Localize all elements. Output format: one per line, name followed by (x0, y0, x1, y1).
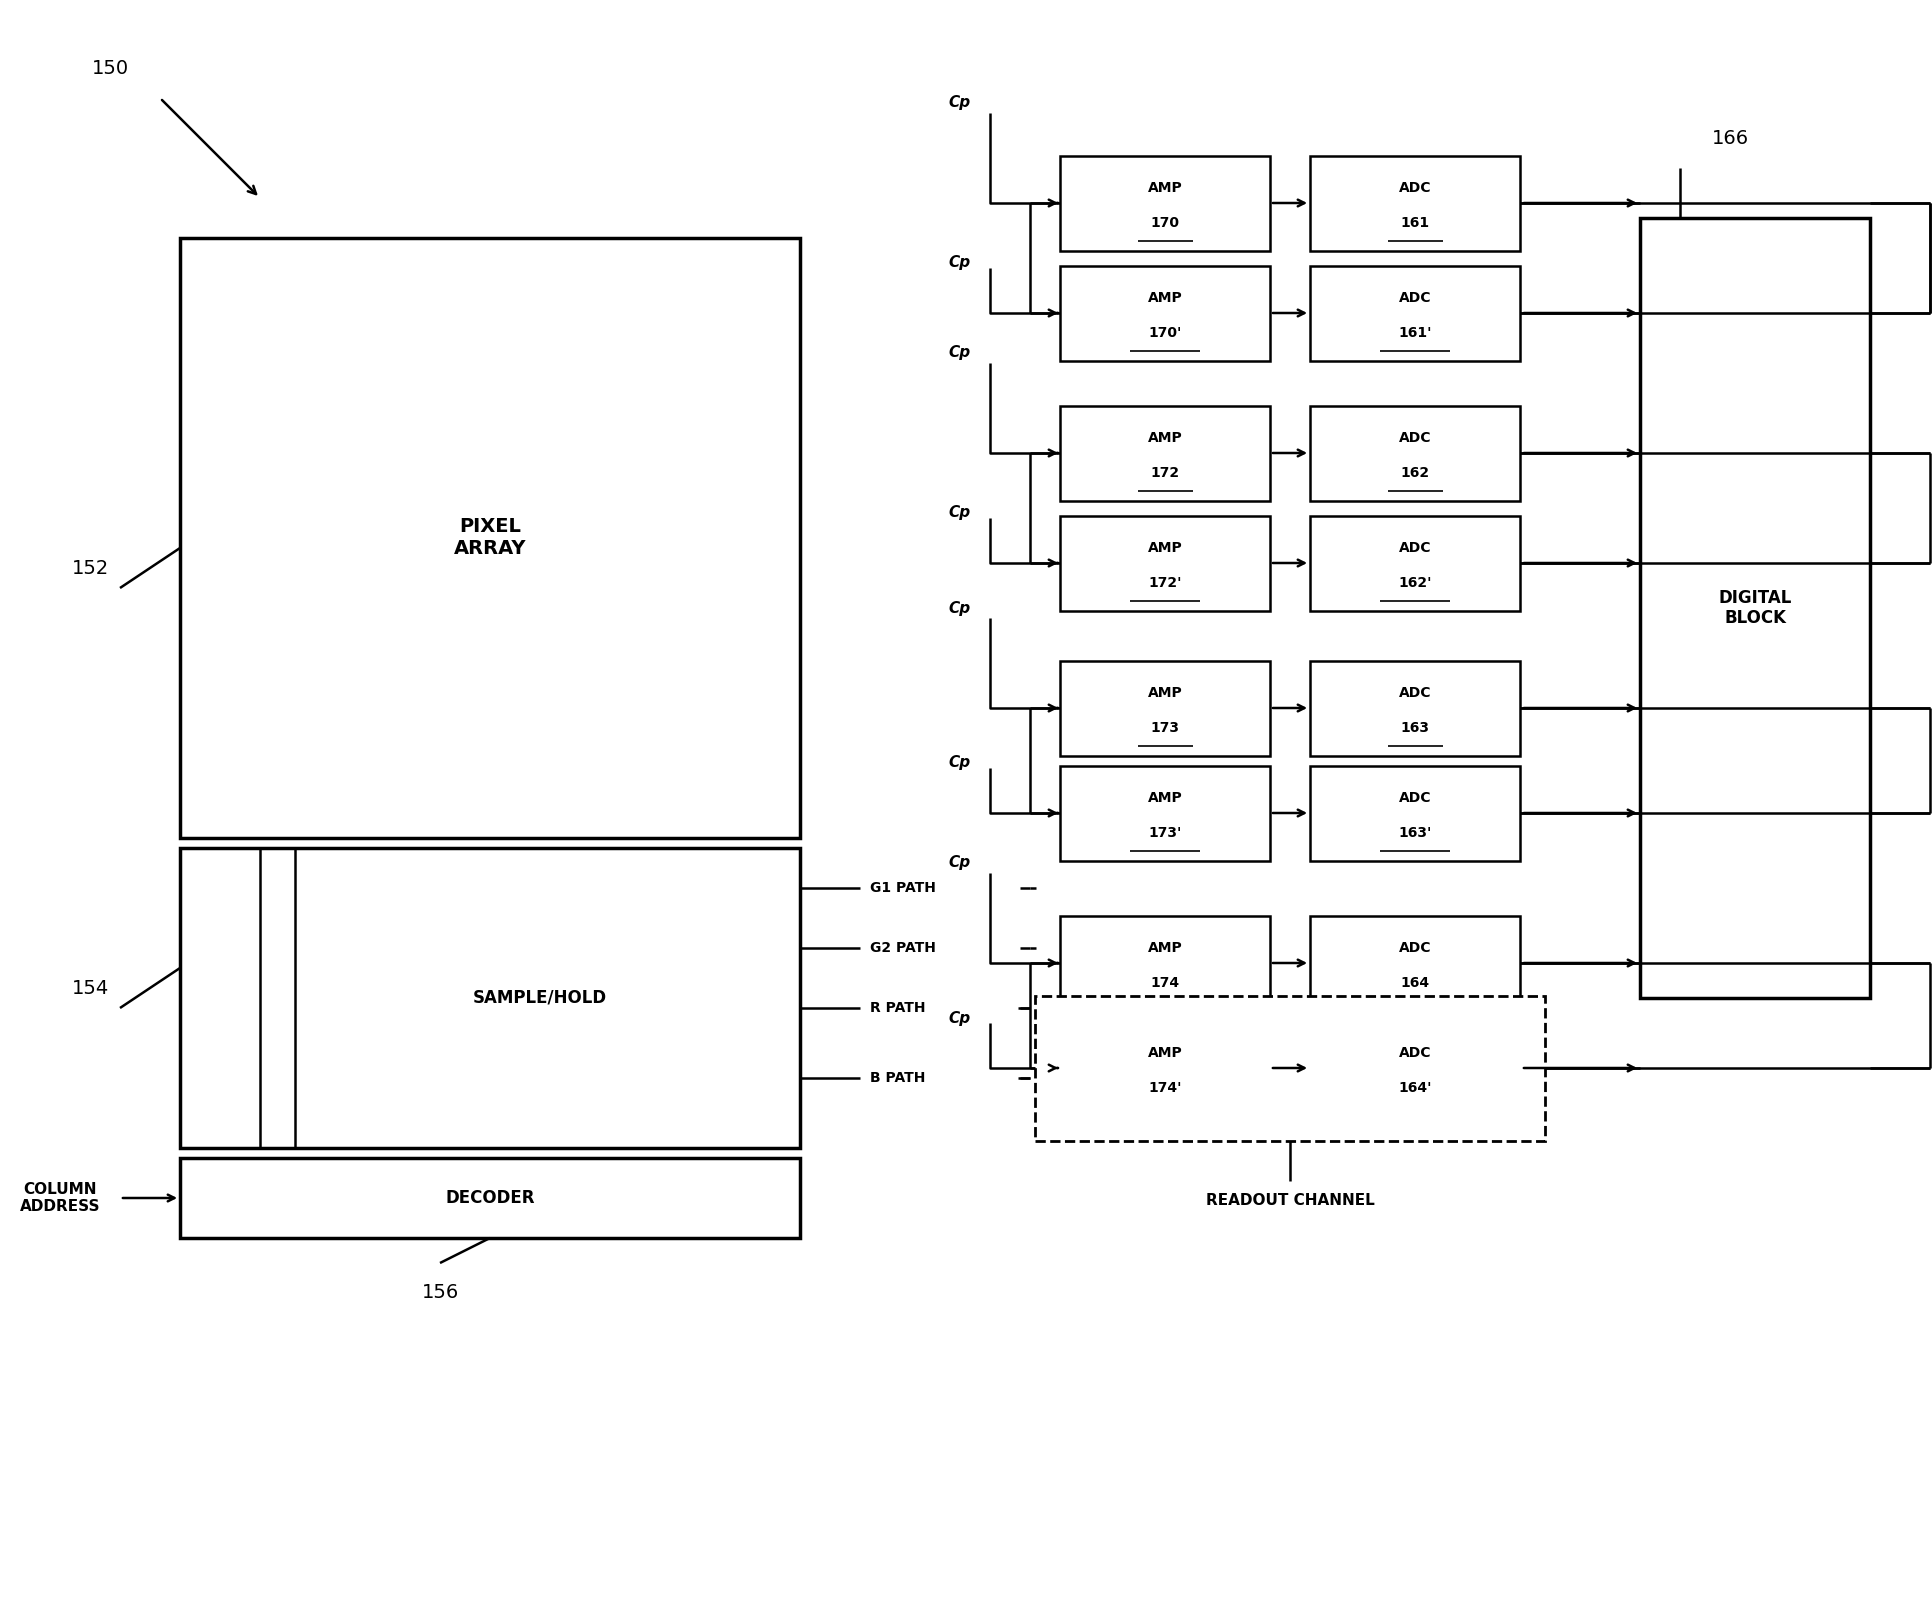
Text: ADC: ADC (1399, 686, 1432, 701)
Text: Cp: Cp (949, 346, 972, 361)
Text: 161: 161 (1401, 215, 1430, 230)
Text: DECODER: DECODER (444, 1189, 535, 1207)
Bar (1061, 516, 1269, 610)
Text: 161': 161' (1399, 325, 1432, 340)
Bar (1061, 155, 1269, 251)
Bar (1061, 660, 1269, 756)
Text: Cp: Cp (949, 856, 972, 870)
Text: 164: 164 (1401, 976, 1430, 990)
Bar (1036, 995, 1546, 1141)
Text: AMP: AMP (1148, 430, 1182, 445)
Bar (1310, 765, 1520, 861)
Text: 166: 166 (1712, 128, 1748, 147)
Text: AMP: AMP (1148, 1045, 1182, 1060)
Text: ADC: ADC (1399, 540, 1432, 555)
Text: AMP: AMP (1148, 791, 1182, 806)
Text: 170: 170 (1150, 215, 1180, 230)
Text: COLUMN
ADDRESS: COLUMN ADDRESS (19, 1181, 100, 1214)
Bar (1310, 660, 1520, 756)
Text: AMP: AMP (1148, 942, 1182, 955)
Bar (1310, 406, 1520, 500)
Text: PIXEL
ARRAY: PIXEL ARRAY (454, 518, 526, 558)
Text: ADC: ADC (1399, 291, 1432, 306)
Bar (180, 238, 800, 838)
Text: 163': 163' (1399, 827, 1432, 840)
Bar (1061, 406, 1269, 500)
Text: 172': 172' (1148, 576, 1182, 591)
Text: 173': 173' (1148, 827, 1182, 840)
Text: ADC: ADC (1399, 942, 1432, 955)
Text: Cp: Cp (949, 505, 972, 521)
Text: AMP: AMP (1148, 686, 1182, 701)
Text: AMP: AMP (1148, 540, 1182, 555)
Text: 152: 152 (71, 558, 108, 578)
Bar (1310, 265, 1520, 361)
Bar (1310, 1021, 1520, 1115)
Bar (1061, 916, 1269, 1011)
Text: R PATH: R PATH (869, 1002, 925, 1014)
Bar (1061, 1021, 1269, 1115)
Text: AMP: AMP (1148, 291, 1182, 306)
Text: 170': 170' (1148, 325, 1182, 340)
Text: 172: 172 (1150, 466, 1180, 481)
Text: AMP: AMP (1148, 181, 1182, 196)
Bar (1640, 218, 1870, 998)
Text: 162: 162 (1401, 466, 1430, 481)
Text: Cp: Cp (949, 256, 972, 270)
Bar (1061, 265, 1269, 361)
Bar (1061, 765, 1269, 861)
Text: G1 PATH: G1 PATH (869, 880, 935, 895)
Text: DIGITAL
BLOCK: DIGITAL BLOCK (1718, 589, 1791, 628)
Text: SAMPLE/HOLD: SAMPLE/HOLD (473, 989, 607, 1006)
Text: 150: 150 (91, 58, 129, 78)
Text: READOUT CHANNEL: READOUT CHANNEL (1206, 1192, 1374, 1209)
Bar (1310, 916, 1520, 1011)
Text: ADC: ADC (1399, 430, 1432, 445)
Text: Cp: Cp (949, 756, 972, 770)
Text: ADC: ADC (1399, 181, 1432, 196)
Text: B PATH: B PATH (869, 1071, 925, 1086)
Text: Cp: Cp (949, 95, 972, 110)
Bar (1310, 155, 1520, 251)
Text: G2 PATH: G2 PATH (869, 942, 935, 955)
Text: Cp: Cp (949, 600, 972, 615)
Bar (180, 1158, 800, 1238)
Text: 173: 173 (1150, 722, 1180, 735)
Text: 156: 156 (421, 1283, 458, 1302)
Bar (180, 848, 800, 1149)
Text: 174': 174' (1148, 1081, 1182, 1095)
Text: ADC: ADC (1399, 791, 1432, 806)
Text: 162': 162' (1399, 576, 1432, 591)
Text: Cp: Cp (949, 1011, 972, 1026)
Bar (1310, 516, 1520, 610)
Text: 164': 164' (1399, 1081, 1432, 1095)
Text: 163: 163 (1401, 722, 1430, 735)
Text: ADC: ADC (1399, 1045, 1432, 1060)
Text: 174: 174 (1150, 976, 1180, 990)
Text: 154: 154 (71, 979, 108, 998)
